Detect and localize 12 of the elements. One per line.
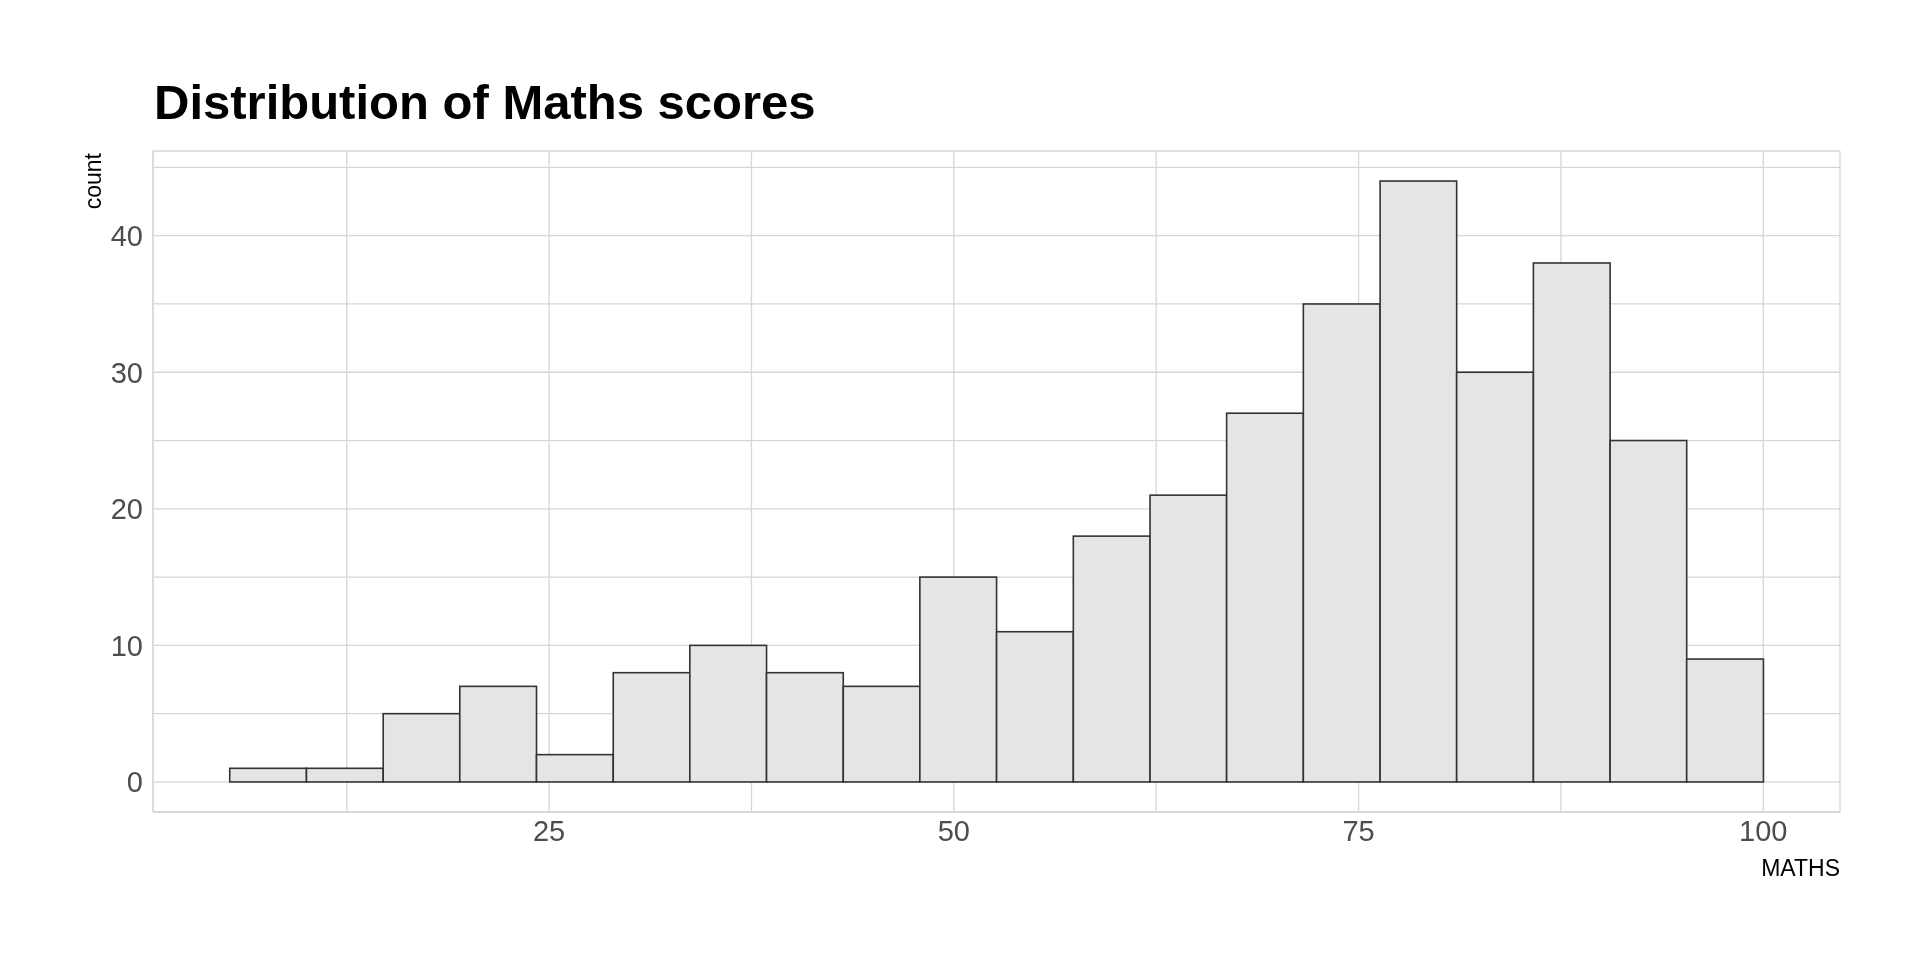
x-tick-label: 50 — [937, 814, 970, 847]
y-tick-label: 40 — [110, 219, 143, 252]
x-tick-label: 100 — [1739, 814, 1788, 847]
y-tick-label: 0 — [126, 766, 143, 799]
y-tick-label: 30 — [110, 356, 143, 389]
y-tick-label: 20 — [110, 493, 143, 526]
chart-title: Distribution of Maths scores — [154, 75, 816, 129]
y-axis-title: count — [80, 152, 106, 210]
x-tick-label: 75 — [1342, 814, 1375, 847]
x-tick-label: 25 — [533, 814, 566, 847]
y-tick-label: 10 — [110, 629, 143, 662]
x-axis-title: MATHS — [1761, 855, 1840, 881]
